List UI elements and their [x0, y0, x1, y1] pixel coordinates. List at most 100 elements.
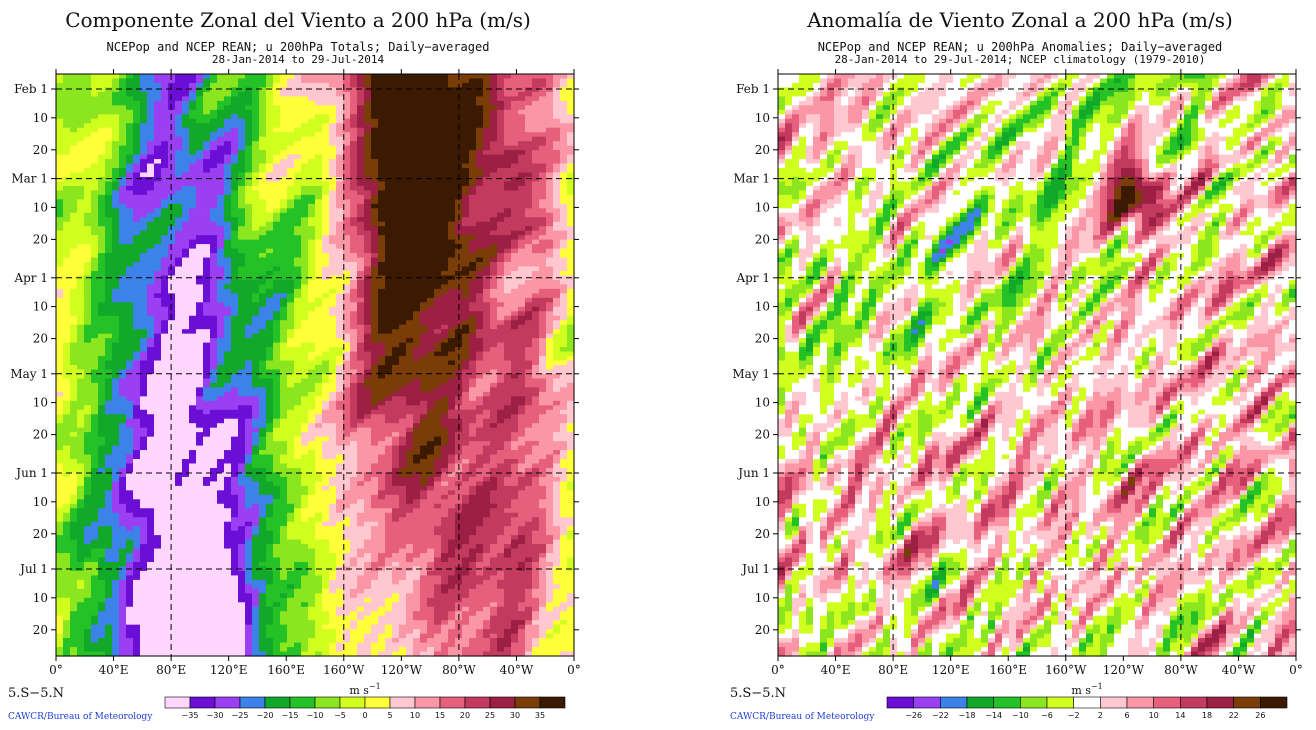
heatmap-cell: [112, 315, 120, 321]
heatmap-cell: [476, 181, 484, 187]
heatmap-cell: [273, 141, 281, 147]
heatmap-cell: [210, 284, 218, 290]
heatmap-cell: [266, 217, 274, 223]
heatmap-cell: [224, 91, 232, 97]
heatmap-cell: [497, 306, 505, 312]
heatmap-cell: [308, 172, 316, 178]
heatmap-cell: [504, 324, 512, 330]
heatmap-cell: [504, 302, 512, 308]
heatmap-cell: [182, 306, 190, 312]
heatmap-cell: [448, 91, 456, 97]
heatmap-cell: [336, 266, 344, 272]
heatmap-cell: [518, 123, 526, 129]
heatmap-cell: [546, 333, 554, 339]
heatmap-cell: [469, 293, 477, 299]
heatmap-cell: [504, 338, 512, 344]
heatmap-cell: [217, 288, 225, 294]
heatmap-cell: [301, 279, 309, 286]
heatmap-cell: [378, 306, 386, 312]
heatmap-cell: [406, 369, 414, 375]
heatmap-cell: [371, 333, 379, 339]
heatmap-cell: [441, 248, 449, 254]
heatmap-cell: [476, 150, 484, 156]
heatmap-cell: [511, 87, 519, 93]
heatmap-cell: [252, 275, 260, 281]
heatmap-cell: [280, 244, 288, 250]
heatmap-cell: [196, 78, 204, 84]
heatmap-cell: [448, 320, 456, 326]
heatmap-cell: [476, 266, 484, 272]
heatmap-cell: [322, 253, 330, 259]
heatmap-cell: [532, 248, 540, 254]
heatmap-cell: [175, 311, 183, 317]
heatmap-cell: [84, 297, 92, 303]
heatmap-cell: [497, 150, 505, 156]
heatmap-cell: [287, 347, 295, 353]
heatmap-cell: [182, 82, 190, 89]
heatmap-cell: [525, 293, 533, 299]
heatmap-cell: [406, 74, 414, 80]
heatmap-cell: [413, 248, 421, 254]
heatmap-cell: [469, 235, 477, 241]
heatmap-cell: [196, 127, 204, 133]
heatmap-cell: [504, 221, 512, 227]
heatmap-cell: [133, 141, 141, 147]
heatmap-cell: [490, 235, 498, 241]
heatmap-cell: [546, 91, 554, 97]
heatmap-cell: [301, 230, 309, 236]
heatmap-cell: [525, 338, 533, 344]
heatmap-cell: [294, 74, 302, 80]
heatmap-cell: [140, 159, 148, 165]
heatmap-cell: [280, 270, 288, 277]
heatmap-cell: [483, 118, 491, 124]
heatmap-cell: [287, 320, 295, 326]
heatmap-cell: [105, 145, 113, 151]
heatmap-cell: [567, 302, 575, 308]
heatmap-cell: [238, 154, 246, 160]
heatmap-cell: [371, 369, 379, 375]
heatmap-cell: [63, 96, 71, 102]
heatmap-cell: [504, 297, 512, 303]
heatmap-cell: [98, 257, 106, 263]
heatmap-cell: [476, 262, 484, 268]
heatmap-cell: [462, 105, 470, 111]
heatmap-cell: [455, 248, 463, 254]
heatmap-cell: [140, 262, 148, 268]
heatmap-cell: [546, 136, 554, 142]
heatmap-cell: [448, 262, 456, 268]
heatmap-cell: [133, 293, 141, 299]
heatmap-cell: [112, 311, 120, 317]
heatmap-cell: [238, 168, 246, 174]
heatmap-cell: [280, 136, 288, 142]
heatmap-cell: [238, 141, 246, 147]
heatmap-cell: [441, 239, 449, 245]
heatmap-cell: [280, 199, 288, 205]
heatmap-cell: [98, 194, 106, 200]
heatmap-cell: [203, 297, 211, 303]
heatmap-cell: [525, 311, 533, 317]
heatmap-cell: [112, 127, 120, 133]
heatmap-cell: [189, 123, 197, 129]
heatmap-cell: [315, 356, 323, 362]
heatmap-cell: [189, 199, 197, 205]
heatmap-cell: [126, 347, 134, 353]
heatmap-cell: [259, 96, 267, 102]
heatmap-cell: [546, 74, 554, 80]
heatmap-cell: [252, 338, 260, 344]
heatmap-cell: [224, 168, 232, 174]
heatmap-cell: [56, 369, 64, 375]
heatmap-cell: [364, 288, 372, 294]
heatmap-cell: [147, 168, 155, 174]
heatmap-cell: [385, 105, 393, 111]
heatmap-cell: [301, 194, 309, 200]
heatmap-cell: [441, 109, 449, 115]
heatmap-cell: [497, 212, 505, 218]
heatmap-cell: [98, 96, 106, 102]
heatmap-cell: [490, 369, 498, 375]
heatmap-cell: [182, 347, 190, 353]
heatmap-cell: [98, 284, 106, 290]
heatmap-cell: [567, 91, 575, 97]
heatmap-cell: [448, 82, 456, 89]
heatmap-cell: [259, 365, 267, 371]
heatmap-cell: [217, 324, 225, 330]
